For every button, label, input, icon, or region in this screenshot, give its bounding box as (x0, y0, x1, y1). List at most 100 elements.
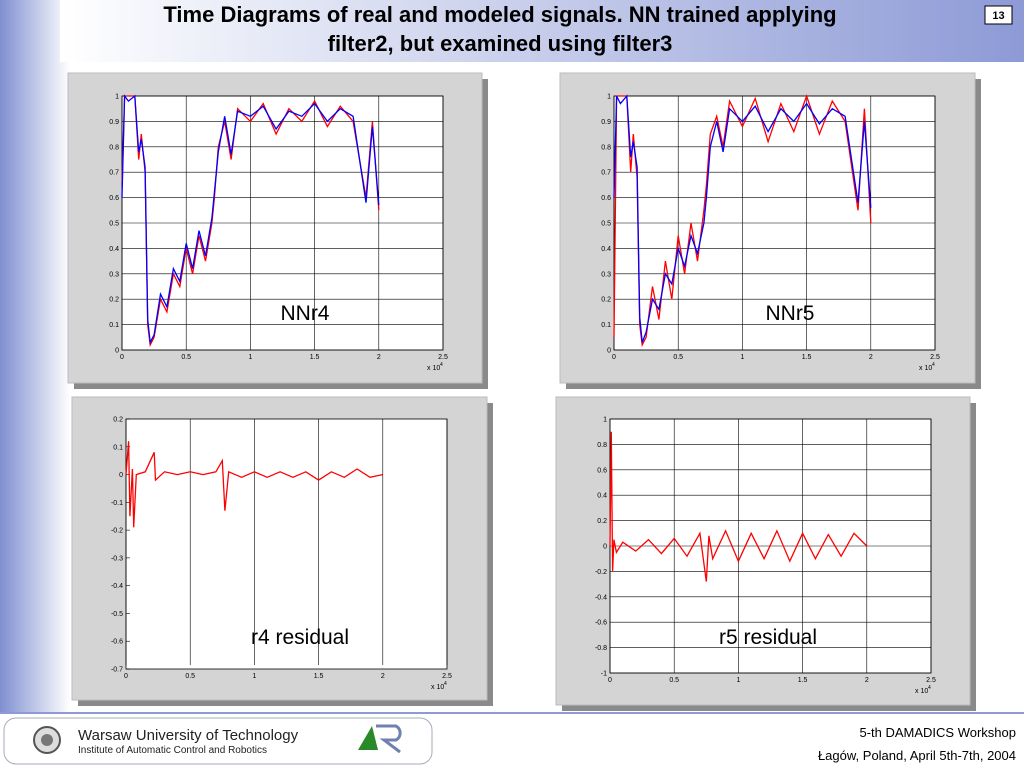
y-tick-label: 0.6 (597, 467, 607, 474)
y-tick-label: 0.1 (109, 322, 119, 329)
x-scale-label: x 10 (919, 365, 932, 372)
y-tick-label: 0.7 (109, 170, 119, 177)
university: Warsaw University of Technology (78, 727, 299, 744)
title: filter2, but examined using filter3 (328, 31, 673, 56)
y-tick-label: -0.7 (111, 667, 123, 674)
x-tick-label: 2 (381, 673, 385, 680)
x-tick-label: 0.5 (669, 677, 679, 684)
x-tick-label: 1.5 (802, 354, 812, 361)
y-tick-label: 1 (115, 94, 119, 101)
y-tick-label: -0.5 (111, 611, 123, 618)
x-scale-label: x 10 (431, 684, 444, 691)
y-tick-label: -0.3 (111, 555, 123, 562)
x-tick-label: 1 (252, 673, 256, 680)
y-tick-label: -0.1 (111, 500, 123, 507)
x-scale-exponent: 4 (440, 362, 443, 368)
x-tick-label: 0 (608, 677, 612, 684)
x-scale-exponent: 4 (444, 681, 447, 687)
plot-area (125, 418, 448, 670)
y-tick-label: 0.2 (601, 297, 611, 304)
y-tick-label: 0.2 (109, 297, 119, 304)
series-line (121, 94, 380, 345)
x-tick-label: 2 (865, 677, 869, 684)
x-tick-label: 1.5 (310, 354, 320, 361)
y-tick-label: 0.5 (109, 221, 119, 228)
y-tick-label: 0 (607, 348, 611, 355)
y-tick-label: 0.2 (597, 518, 607, 525)
venue: Łagów, Poland, April 5th-7th, 2004 (818, 748, 1016, 763)
x-tick-label: 1 (740, 354, 744, 361)
y-tick-label: 0.8 (109, 144, 119, 151)
y-tick-label: 0.6 (601, 195, 611, 202)
x-tick-label: 1.5 (798, 677, 808, 684)
x-tick-label: 0 (612, 354, 616, 361)
y-tick-label: -1 (601, 671, 607, 678)
x-scale-label: x 10 (427, 365, 440, 372)
x-tick-label: 0.5 (181, 354, 191, 361)
x-scale-exponent: 4 (928, 685, 931, 691)
y-tick-label: 0.7 (601, 170, 611, 177)
x-tick-label: 2.5 (442, 673, 452, 680)
footer-rule (0, 712, 1024, 714)
logo (41, 734, 53, 746)
workshop: 5-th DAMADICS Workshop (859, 725, 1016, 740)
y-tick-label: 0 (115, 348, 119, 355)
y-tick-label: -0.2 (111, 528, 123, 535)
series-line (125, 441, 383, 528)
annotation: r5 residual (719, 626, 817, 649)
page-box (984, 5, 1013, 25)
y-tick-label: 0 (603, 544, 607, 551)
x-tick-label: 2 (869, 354, 873, 361)
y-tick-label: 0.9 (109, 119, 119, 126)
y-tick-label: 0.8 (601, 144, 611, 151)
y-tick-label: -0.2 (595, 569, 607, 576)
y-tick-label: 0.2 (113, 417, 123, 424)
y-tick-label: 0.3 (109, 271, 119, 278)
x-tick-label: 1.5 (314, 673, 324, 680)
left-band (0, 0, 70, 712)
y-tick-label: 0.1 (113, 444, 123, 451)
title: Time Diagrams of real and modeled signal… (163, 2, 836, 27)
logo-mark (358, 726, 378, 750)
logo-box (3, 717, 433, 765)
page-number: 13 (992, 10, 1004, 22)
annotation: r4 residual (251, 626, 349, 649)
y-tick-label: 0.4 (109, 246, 119, 253)
x-scale-label: x 10 (915, 688, 928, 695)
x-tick-label: 2 (377, 354, 381, 361)
x-tick-label: 0.5 (185, 673, 195, 680)
y-tick-label: 0.4 (597, 493, 607, 500)
x-tick-label: 2.5 (438, 354, 448, 361)
annotation: NNr4 (280, 302, 329, 325)
y-tick-label: 0.8 (597, 442, 607, 449)
y-tick-label: 1 (603, 417, 607, 424)
series-line (613, 94, 872, 343)
y-tick-label: -0.4 (111, 583, 123, 590)
y-tick-label: 1 (607, 94, 611, 101)
logo-mark (376, 724, 402, 754)
x-tick-label: 1 (736, 677, 740, 684)
y-tick-label: 0.4 (601, 246, 611, 253)
y-tick-label: 0.5 (601, 221, 611, 228)
x-tick-label: 0 (120, 354, 124, 361)
x-tick-label: 0 (124, 673, 128, 680)
annotation: NNr5 (765, 302, 814, 325)
y-tick-label: -0.6 (111, 639, 123, 646)
y-tick-label: -0.6 (595, 620, 607, 627)
institute: Institute of Automatic Control and Robot… (78, 745, 267, 756)
y-tick-label: 0 (119, 472, 123, 479)
x-tick-label: 1 (248, 354, 252, 361)
y-tick-label: 0.3 (601, 271, 611, 278)
y-tick-label: 0.9 (601, 119, 611, 126)
series-line (609, 431, 868, 582)
y-tick-label: -0.8 (595, 645, 607, 652)
y-tick-label: 0.6 (109, 195, 119, 202)
y-tick-label: -0.4 (595, 594, 607, 601)
x-scale-exponent: 4 (932, 362, 935, 368)
x-tick-label: 2.5 (930, 354, 940, 361)
x-tick-label: 2.5 (926, 677, 936, 684)
y-tick-label: 0.1 (601, 322, 611, 329)
top-band (60, 0, 1024, 62)
